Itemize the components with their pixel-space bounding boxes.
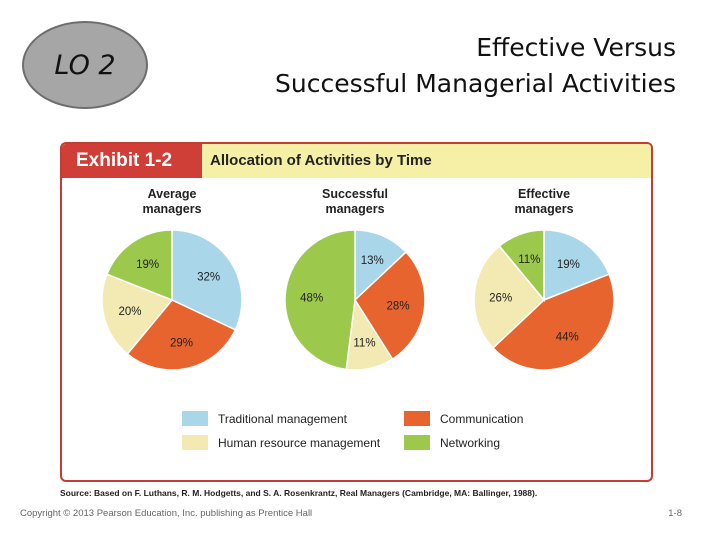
pie-label-average-communication: 29% (170, 337, 193, 349)
legend-swatch-networking (404, 435, 430, 450)
exhibit-title: Allocation of Activities by Time (210, 152, 432, 169)
pie-slice-successful-communication (354, 251, 426, 361)
footer-page-number: 1-8 (668, 508, 682, 519)
pie-charts: Average managers 32% 29% 20% 19% Successful man… (101, 187, 615, 371)
pie-slice-effective-traditional (543, 229, 611, 302)
pie-label-successful-communication: 28% (387, 300, 410, 312)
exhibit-tag: Exhibit 1-2 (62, 144, 202, 178)
pie-label-effective-human-resource: 26% (489, 292, 512, 304)
legend-item-human-resource: Human resource management (182, 435, 380, 450)
exhibit-header: Exhibit 1-2 Allocation of Activities by … (62, 144, 651, 178)
pie-slice-effective-networking (498, 229, 545, 303)
legend-label-communication: Communication (440, 411, 524, 426)
pie-label-effective-networking: 11% (518, 254, 540, 266)
pie-label-successful-networking: 48% (300, 292, 323, 304)
legend-swatch-communication (404, 411, 430, 426)
pie-label-successful-traditional: 13% (361, 255, 384, 267)
legend-item-networking: Networking (404, 435, 500, 450)
lo-badge: LO 2 (22, 21, 148, 109)
pie-slice-average-networking (105, 229, 173, 302)
legend-item-traditional: Traditional management (182, 411, 347, 426)
pie-slice-effective-communication (491, 273, 615, 371)
pie-label-average-traditional: 32% (197, 272, 220, 284)
exhibit-panel: Exhibit 1-2 Allocation of Activities by … (60, 142, 653, 482)
pie-slice-average-traditional (171, 229, 243, 331)
footer-copyright: Copyright © 2013 Pearson Education, Inc.… (20, 508, 313, 519)
pie-label-effective-traditional: 19% (557, 259, 580, 271)
pie-average: Average managers 32% 29% 20% 19% (101, 187, 243, 371)
legend-item-communication: Communication (404, 411, 523, 426)
pie-effective: Effective managers 19% 44% 26% 11% (473, 187, 615, 371)
legend-swatch-traditional (182, 411, 208, 426)
pie-slice-effective-human-resource (473, 245, 546, 349)
pie-slice-average-human-resource (101, 273, 174, 355)
slide-title: Effective Versus Successful Managerial A… (196, 30, 676, 102)
pie-slice-successful-traditional (354, 229, 408, 302)
legend-label-human-resource: Human resource management (218, 435, 381, 450)
pie-title-effective: Effective managers (514, 187, 573, 216)
source-note: Source: Based on F. Luthans, R. M. Hodge… (60, 488, 538, 498)
pie-slice-average-communication (126, 299, 237, 371)
legend-swatch-human-resource (182, 435, 208, 450)
slide-title-line-2: Successful Managerial Activities (275, 69, 676, 98)
pie-title-average: Average managers (142, 187, 201, 216)
chart-legend: Traditional management Human resource ma… (182, 406, 582, 456)
pie-label-successful-human-resource: 11% (353, 337, 375, 349)
pie-label-effective-communication: 44% (556, 332, 579, 344)
pie-slice-successful-networking (284, 229, 356, 371)
legend-label-traditional: Traditional management (218, 411, 347, 426)
pie-label-average-human-resource: 20% (118, 306, 141, 318)
slide-title-line-1: Effective Versus (476, 33, 676, 62)
pie-successful: Successful managers 13% 28% 11% 48% (284, 187, 426, 371)
pie-label-average-networking: 19% (136, 259, 159, 271)
pie-title-successful: Successful managers (322, 187, 388, 216)
legend-label-networking: Networking (440, 435, 501, 450)
